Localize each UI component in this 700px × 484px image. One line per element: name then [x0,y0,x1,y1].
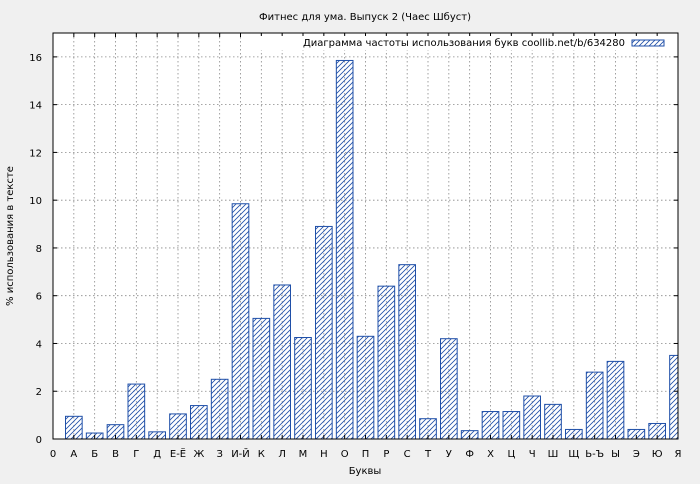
x-tick-label: Х [487,449,494,460]
x-tick-label: Б [91,449,98,460]
bar-27 [606,360,625,440]
x-tick-label: З [216,449,222,460]
bar-24 [544,403,562,440]
bar-9 [231,203,250,440]
bar-21 [481,411,500,440]
y-axis: 0 2 4 6 8 10 12 14 16 [29,53,678,446]
bar-22 [502,411,521,440]
bar-17 [398,264,417,440]
bar-15 [356,335,375,440]
bar-12 [294,337,312,440]
x-axis-label: Буквы [349,466,382,477]
x-tick-label: Ш [548,449,559,460]
x-tick-label: Э [633,449,640,460]
x-tick-label: Л [278,449,286,460]
x-tick-label: Ж [193,449,204,460]
bar-4 [127,383,146,440]
legend-label: Диаграмма частоты использования букв coo… [303,38,625,49]
bar-7 [190,405,208,440]
x-tick-label: Щ [568,449,579,460]
y-tick-label: 6 [36,292,42,303]
bar-26 [585,371,604,440]
x-tick-label: Т [424,449,432,460]
x-tick-label: 0 [50,449,56,460]
y-tick-label: 10 [29,196,42,207]
x-tick-label: Ч [529,449,536,460]
bar-19 [440,338,458,440]
x-tick-label: А [70,449,77,460]
bar-16 [377,285,396,440]
bar-11 [273,284,292,440]
y-tick-label: 0 [36,435,42,446]
x-tick-label: Я [675,449,682,460]
bar-10 [252,317,271,440]
x-tick-label: О [341,449,349,460]
bar-8 [210,378,229,440]
legend: Диаграмма частоты использования букв coo… [258,36,674,50]
x-tick-label: Г [133,449,139,460]
x-tick-label: Ь-Ъ [585,449,604,460]
x-tick-label: И-Й [231,447,250,460]
y-tick-label: 14 [29,101,42,112]
y-axis-label: % использования в тексте [5,166,16,306]
x-tick-label: Ц [507,449,515,460]
x-tick-label: П [362,449,370,460]
bar-23 [523,395,541,440]
x-tick-label: Д [153,449,161,460]
x-tick-label: Р [383,449,389,460]
x-tick-label: С [404,449,411,460]
x-tick-label: У [446,449,452,460]
x-tick-label: К [258,449,265,460]
legend-swatch [631,39,665,47]
y-tick-label: 8 [36,244,42,255]
x-tick-label: Ы [611,449,620,460]
y-tick-label: 2 [36,387,42,398]
x-tick-label: Ф [465,449,474,460]
bar-30 [669,354,679,440]
y-tick-label: 16 [29,53,42,64]
y-tick-label: 4 [36,339,42,350]
x-tick-label: В [112,449,119,460]
bar-14 [335,59,354,440]
bars [65,59,679,440]
x-tick-label: Н [320,449,328,460]
y-tick-label: 12 [29,148,42,159]
bar-13 [315,225,333,440]
x-tick-label: Ю [652,449,663,460]
x-tick-label: Е-Ё [170,447,186,460]
chart-title: Фитнес для ума. Выпуск 2 (Чаес Шбуст) [259,12,471,23]
legend-background [258,36,674,50]
x-tick-label: М [299,449,308,460]
x-axis: 0 А Б В Г Д Е-Ё Ж З И-Й К Л М Н О П Р С Т У Ф Х Ц Ч Ш Щ Ь-Ъ Ы Э Ю Я [50,33,682,460]
